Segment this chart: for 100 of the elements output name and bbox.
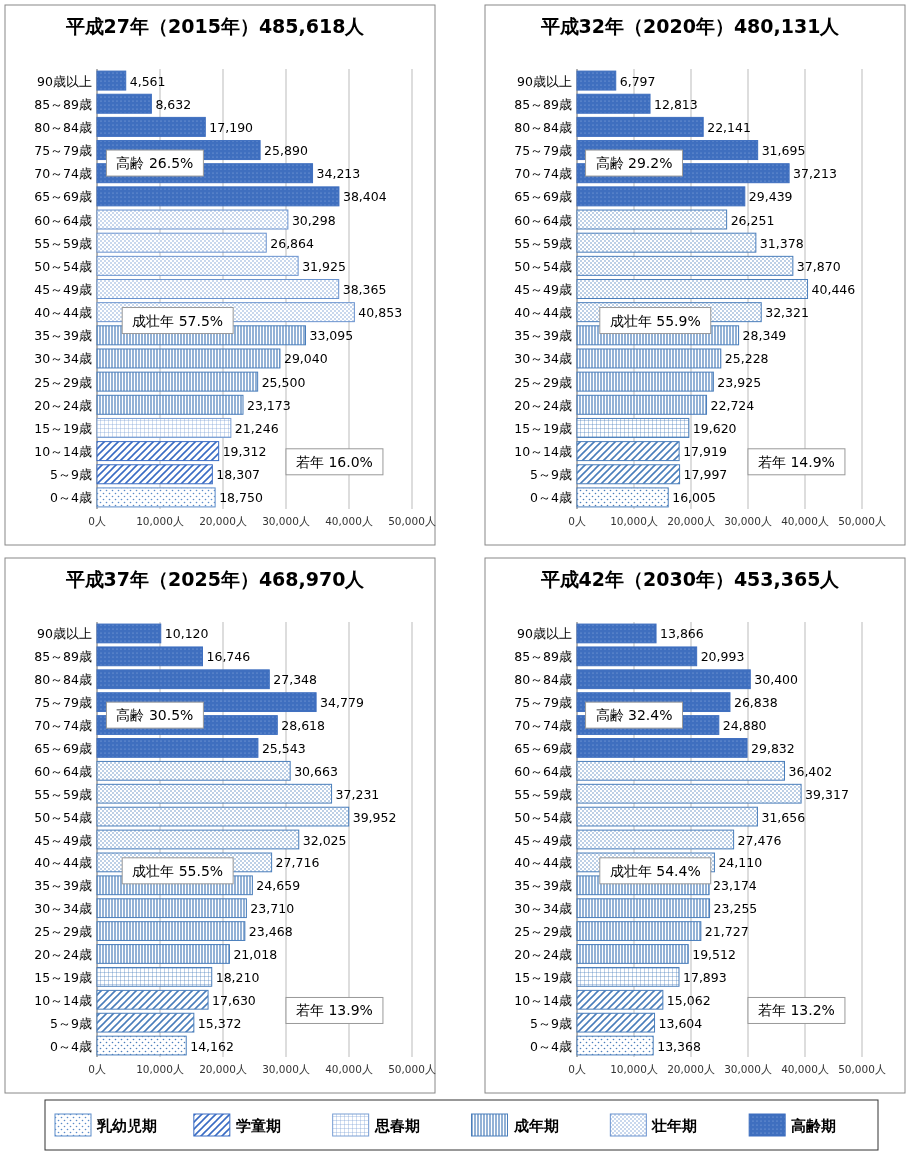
y-tick-label: 35～39歳 bbox=[514, 878, 572, 894]
data-label: 21,727 bbox=[704, 924, 749, 940]
bar bbox=[96, 1035, 187, 1056]
x-tick-label: 40,000人 bbox=[781, 515, 829, 527]
y-tick-label: 40～44歳 bbox=[34, 305, 92, 321]
data-label: 18,307 bbox=[216, 467, 261, 483]
data-label: 23,468 bbox=[248, 924, 293, 940]
annotation: 若年 13.9% bbox=[296, 1002, 373, 1019]
y-tick-label: 70～74歳 bbox=[514, 166, 572, 182]
y-tick-label: 25～29歳 bbox=[514, 374, 572, 390]
y-tick-label: 55～59歳 bbox=[34, 786, 92, 802]
y-tick-label: 30～34歳 bbox=[514, 351, 572, 367]
data-label: 36,402 bbox=[788, 763, 833, 779]
y-tick-label: 30～34歳 bbox=[34, 901, 92, 917]
x-tick-label: 30,000人 bbox=[262, 1063, 310, 1075]
y-tick-label: 85～89歳 bbox=[34, 649, 92, 665]
bar bbox=[576, 944, 689, 964]
bar bbox=[96, 70, 127, 91]
bar bbox=[96, 921, 246, 941]
bar bbox=[96, 760, 291, 781]
annotation: 高齢 32.4% bbox=[595, 707, 673, 724]
bar bbox=[96, 371, 259, 392]
x-tick-label: 30,000人 bbox=[262, 515, 310, 527]
y-tick-label: 55～59歳 bbox=[514, 786, 572, 802]
y-tick-label: 40～44歳 bbox=[34, 855, 92, 871]
annotation: 成壮年 55.5% bbox=[132, 862, 224, 879]
data-label: 23,710 bbox=[250, 901, 295, 917]
data-label: 31,378 bbox=[759, 235, 804, 251]
x-tick-label: 10,000人 bbox=[610, 1063, 658, 1075]
y-tick-label: 85～89歳 bbox=[514, 96, 572, 112]
annotation: 若年 13.2% bbox=[758, 1002, 835, 1019]
bar bbox=[576, 829, 735, 850]
x-tick-label: 20,000人 bbox=[199, 1063, 247, 1075]
data-label: 17,997 bbox=[683, 467, 728, 483]
data-label: 26,864 bbox=[270, 235, 315, 251]
bar bbox=[576, 898, 711, 919]
y-tick-label: 75～79歳 bbox=[34, 695, 92, 711]
bar bbox=[576, 646, 698, 667]
data-label: 24,110 bbox=[718, 855, 763, 871]
data-label: 16,746 bbox=[206, 649, 251, 665]
chart-title: 平成37年（2025年）468,970人 bbox=[64, 568, 366, 590]
data-label: 18,210 bbox=[215, 969, 260, 985]
data-label: 12,813 bbox=[654, 96, 698, 112]
bar bbox=[96, 348, 281, 369]
y-tick-label: 45～49歳 bbox=[34, 282, 92, 297]
data-label: 20,993 bbox=[700, 649, 745, 665]
bar bbox=[96, 944, 230, 964]
y-tick-label: 80～84歳 bbox=[34, 672, 92, 688]
bar bbox=[576, 441, 680, 462]
y-tick-label: 15～19歳 bbox=[514, 969, 572, 985]
data-label: 38,404 bbox=[342, 189, 387, 205]
data-label: 13,866 bbox=[660, 626, 704, 642]
y-tick-label: 15～19歳 bbox=[34, 420, 92, 436]
data-label: 39,317 bbox=[805, 786, 849, 802]
y-tick-label: 30～34歳 bbox=[34, 351, 92, 367]
y-tick-label: 15～19歳 bbox=[34, 969, 92, 985]
x-tick-label: 0人 bbox=[88, 515, 106, 527]
y-tick-label: 90歳以上 bbox=[517, 626, 572, 642]
data-label: 17,893 bbox=[682, 969, 727, 985]
annotation: 高齢 30.5% bbox=[116, 707, 194, 724]
annotation: 成壮年 57.5% bbox=[132, 312, 224, 329]
data-label: 29,832 bbox=[751, 740, 795, 756]
x-tick-label: 10,000人 bbox=[610, 515, 658, 527]
bar bbox=[96, 186, 340, 207]
bar bbox=[96, 255, 299, 276]
bar bbox=[96, 738, 259, 758]
bar bbox=[576, 116, 704, 137]
y-tick-label: 75～79歳 bbox=[514, 695, 572, 711]
legend-label: 学童期 bbox=[235, 1117, 281, 1135]
bar bbox=[576, 232, 757, 253]
y-tick-label: 10～14歳 bbox=[514, 444, 572, 460]
y-tick-label: 45～49歳 bbox=[514, 282, 572, 297]
bar bbox=[576, 760, 785, 781]
x-tick-label: 0人 bbox=[568, 515, 586, 527]
data-label: 27,716 bbox=[275, 855, 320, 871]
x-tick-label: 40,000人 bbox=[325, 515, 373, 527]
y-tick-label: 20～24歳 bbox=[514, 946, 572, 962]
data-label: 28,349 bbox=[742, 328, 787, 344]
y-tick-label: 55～59歳 bbox=[34, 235, 92, 251]
data-label: 26,251 bbox=[730, 212, 775, 228]
y-tick-label: 90歳以上 bbox=[37, 73, 92, 89]
data-label: 37,870 bbox=[796, 258, 841, 274]
data-label: 8,632 bbox=[155, 96, 192, 112]
bar bbox=[96, 232, 267, 253]
x-tick-label: 30,000人 bbox=[724, 1063, 772, 1075]
data-label: 6,797 bbox=[619, 73, 656, 89]
data-label: 14,162 bbox=[190, 1038, 234, 1054]
data-label: 21,246 bbox=[234, 420, 279, 436]
annotation: 成壮年 54.4% bbox=[609, 862, 701, 879]
bar bbox=[96, 966, 213, 987]
data-label: 19,512 bbox=[692, 946, 736, 962]
bar bbox=[576, 487, 669, 508]
y-tick-label: 5～9歳 bbox=[530, 1015, 572, 1031]
data-label: 37,231 bbox=[335, 786, 380, 802]
bar bbox=[96, 623, 162, 644]
bar bbox=[576, 989, 664, 1010]
y-tick-label: 80～84歳 bbox=[514, 672, 572, 688]
y-tick-label: 50～54歳 bbox=[514, 809, 572, 825]
data-label: 30,298 bbox=[291, 212, 336, 228]
y-tick-label: 60～64歳 bbox=[34, 212, 92, 228]
